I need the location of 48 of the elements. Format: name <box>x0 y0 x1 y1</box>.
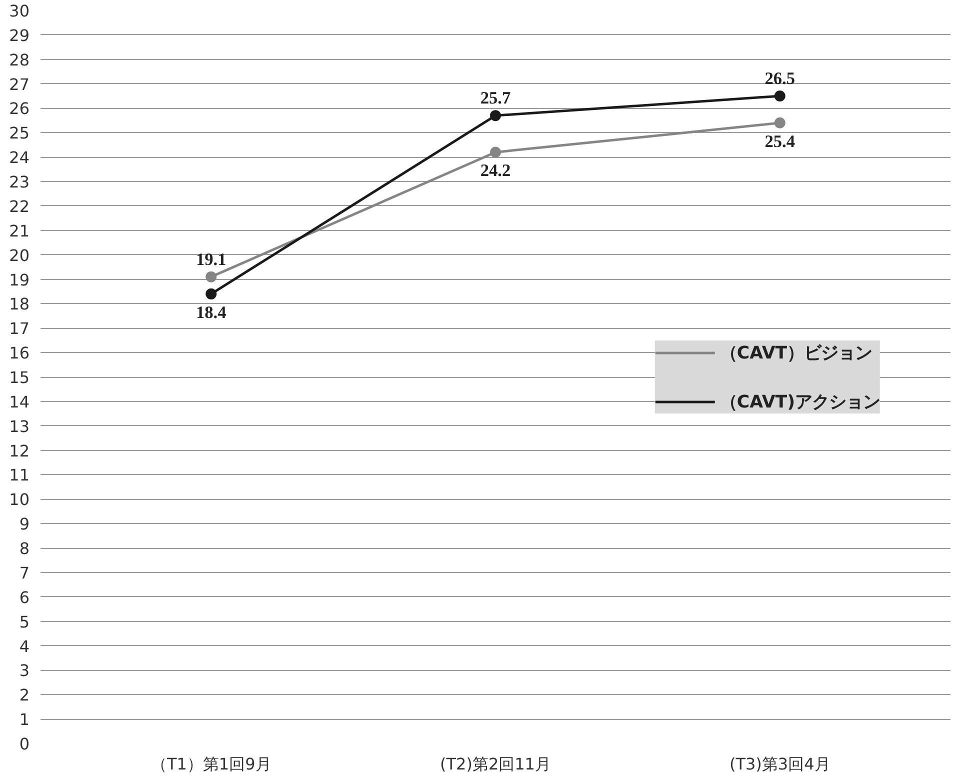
point <box>774 117 786 128</box>
x-tick-label: （T1）第1回9月 <box>150 754 272 774</box>
data-label: 26.5 <box>764 69 796 88</box>
y-tick-label: 29 <box>9 26 30 45</box>
y-tick-label: 11 <box>9 466 30 485</box>
y-tick-label: 16 <box>9 344 30 363</box>
y-tick-label: 10 <box>9 490 30 510</box>
y-tick-label: 3 <box>19 661 30 680</box>
legend-label: （CAVT）ビジョン <box>720 342 872 364</box>
y-tick-label: 4 <box>19 636 30 656</box>
y-tick-label: 15 <box>9 368 30 387</box>
y-tick-label: 8 <box>19 539 30 558</box>
y-tick-label: 23 <box>9 172 30 192</box>
data-label: 25.7 <box>480 88 511 108</box>
data-label: 18.4 <box>196 302 227 322</box>
y-tick-label: 18 <box>9 294 30 314</box>
point <box>206 271 217 282</box>
y-tick-label: 27 <box>9 74 30 94</box>
point <box>490 110 501 122</box>
data-label: 24.2 <box>480 161 511 180</box>
y-tick-label: 5 <box>19 612 30 632</box>
y-tick-label: 13 <box>9 416 30 436</box>
y-tick-label: 7 <box>19 563 30 582</box>
data-label: 19.1 <box>196 250 226 269</box>
y-tick-label: 0 <box>19 734 30 754</box>
y-tick-label: 21 <box>9 221 30 240</box>
y-tick-label: 26 <box>9 99 30 118</box>
point <box>206 288 217 300</box>
y-tick-label: 12 <box>9 441 30 460</box>
y-tick-label: 6 <box>19 588 30 607</box>
x-tick-label: (T2)第2回11月 <box>440 754 551 774</box>
y-tick-label: 30 <box>9 2 30 20</box>
legend-label: （CAVT)アクション <box>720 391 880 413</box>
y-tick-label: 22 <box>9 196 30 216</box>
y-tick-label: 20 <box>9 246 30 265</box>
point <box>490 146 501 158</box>
y-tick-label: 24 <box>9 148 30 168</box>
y-tick-label: 2 <box>19 686 30 705</box>
data-label: 25.4 <box>764 132 796 151</box>
y-tick-label: 14 <box>9 392 30 412</box>
y-tick-label: 17 <box>9 319 30 338</box>
x-tick-label: (T3)第3回4月 <box>729 754 830 774</box>
y-tick-label: 25 <box>9 124 30 143</box>
y-tick-label: 1 <box>19 710 30 730</box>
y-tick-label: 19 <box>9 270 30 290</box>
point <box>774 90 786 102</box>
y-tick-label: 9 <box>19 514 30 534</box>
y-tick-label: 28 <box>9 50 30 70</box>
